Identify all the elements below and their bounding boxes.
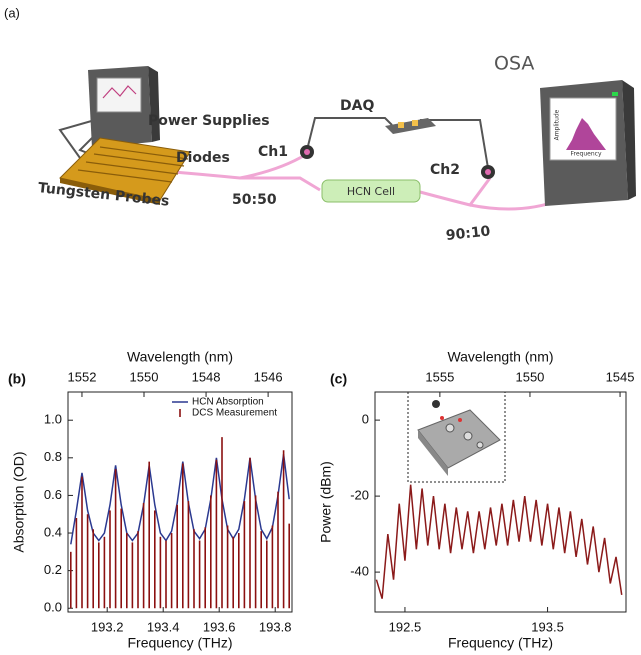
x-tick-label: 193.6 <box>203 619 236 634</box>
osa <box>540 80 636 206</box>
diagram-label: Diodes <box>176 150 230 166</box>
x-axis-title: Frequency (THz) <box>127 635 232 651</box>
y-axis-title: Absorption (OD) <box>11 451 27 552</box>
power-supply <box>88 66 160 148</box>
x2-tick-label: 1552 <box>68 369 97 384</box>
y-tick-label: 0.2 <box>44 562 62 577</box>
y-tick-label: 1.0 <box>44 412 62 427</box>
y-axis-title: Power (dBm) <box>318 461 334 543</box>
series-line <box>71 454 289 544</box>
x2-axis-title: Wavelength (nm) <box>127 349 233 365</box>
x2-tick-label: 1555 <box>425 369 454 384</box>
x2-tick-label: 1546 <box>254 369 283 384</box>
diagram-label: Ch1 <box>258 144 288 160</box>
diagram-label: Amplitude <box>554 109 561 140</box>
x-tick-label: 193.8 <box>259 619 292 634</box>
panel-label: (a) <box>4 5 20 20</box>
detector-core <box>304 149 310 155</box>
x-axis-title: Frequency (THz) <box>448 635 553 651</box>
x2-tick-label: 1548 <box>192 369 221 384</box>
x-tick-label: 192.5 <box>389 619 422 634</box>
diagram-label: Ch2 <box>430 162 460 178</box>
x-tick-label: 193.5 <box>531 619 564 634</box>
diagram-label: Power Supplies <box>148 113 270 129</box>
diagram-label: Frequency <box>571 151 602 158</box>
y-tick-label: 0.4 <box>44 524 62 539</box>
detector-core <box>485 169 491 175</box>
x2-axis-title: Wavelength (nm) <box>447 349 553 365</box>
diagram-label: DAQ <box>340 98 374 114</box>
inset-device <box>418 400 500 476</box>
daq-board <box>385 118 436 134</box>
diagram-label: 90:10 <box>445 223 491 244</box>
y-tick-label: 0.8 <box>44 449 62 464</box>
y-tick-label: -40 <box>350 564 369 579</box>
diagram-label: OSA <box>494 53 534 75</box>
x2-tick-label: 1545 <box>606 369 635 384</box>
plot-frame <box>68 392 292 612</box>
legend-label: HCN Absorption <box>192 397 264 408</box>
x2-tick-label: 1550 <box>130 369 159 384</box>
x-tick-label: 193.2 <box>91 619 124 634</box>
x2-tick-label: 1550 <box>515 369 544 384</box>
legend-label: DCS Measurement <box>192 408 277 419</box>
y-tick-label: 0.6 <box>44 487 62 502</box>
figure: (a) <box>0 0 641 655</box>
diagram-label: 50:50 <box>232 192 277 208</box>
panel-label: (c) <box>330 371 347 387</box>
series-line <box>376 485 621 599</box>
diagram-label: HCN Cell <box>347 185 395 198</box>
y-tick-label: 0 <box>362 412 369 427</box>
y-tick-label: 0.0 <box>44 600 62 615</box>
y-tick-label: -20 <box>350 488 369 503</box>
x-tick-label: 193.4 <box>147 619 180 634</box>
panel-label: (b) <box>8 371 26 387</box>
